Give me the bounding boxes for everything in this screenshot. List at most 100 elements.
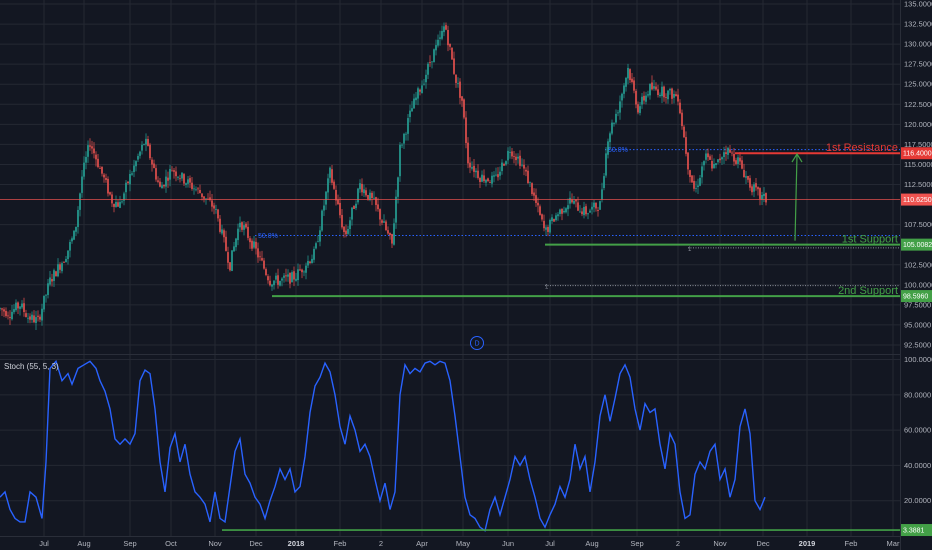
price-tick-label: 120.0000 xyxy=(904,120,932,129)
candle-body xyxy=(601,189,603,200)
candle-body xyxy=(125,182,127,193)
candle-body xyxy=(171,170,173,172)
candle-body xyxy=(161,185,163,189)
candle-body xyxy=(439,37,441,39)
candle-body xyxy=(719,158,721,161)
candle-body xyxy=(275,275,277,280)
stoch-indicator-label[interactable]: Stoch (55, 5, 3) xyxy=(4,362,59,371)
candle-body xyxy=(349,220,351,230)
candle-body xyxy=(547,227,549,232)
candle-body xyxy=(565,208,567,213)
candle-body xyxy=(165,176,167,187)
candle-body xyxy=(181,172,183,179)
candle-body xyxy=(647,94,649,96)
candle-body xyxy=(297,269,299,281)
candle-body xyxy=(47,283,49,295)
candle-body xyxy=(333,181,335,189)
candle-body xyxy=(693,180,695,189)
price-axis[interactable]: 135.0000 132.5000 130.0000 127.5000 125.0000… xyxy=(904,0,932,349)
candle-body xyxy=(391,233,393,244)
candle-body xyxy=(655,86,657,90)
candle-body xyxy=(561,208,563,214)
current-price-badge-bg xyxy=(901,193,932,206)
candle-body xyxy=(281,278,283,281)
price-tick-label: 127.5000 xyxy=(904,60,932,69)
candle-body xyxy=(205,198,207,200)
candle-body xyxy=(615,113,617,123)
candle-body xyxy=(761,195,763,200)
candle-body xyxy=(381,220,383,223)
candle-body xyxy=(617,112,619,114)
candle-body xyxy=(663,86,665,98)
candle-body xyxy=(569,197,571,204)
dividend-badge[interactable]: D xyxy=(470,336,484,350)
fib-label: 50.0% xyxy=(608,147,628,154)
candle-body xyxy=(463,99,465,118)
dotted-lines: 11 xyxy=(545,247,900,291)
candle-body xyxy=(735,160,737,164)
candle-body xyxy=(231,250,233,271)
price-tick-label: 122.5000 xyxy=(904,100,932,109)
candle-body xyxy=(427,63,429,75)
candle-body xyxy=(443,26,445,33)
candle-body xyxy=(583,206,585,216)
time-axis[interactable]: Jul Aug Sep Oct Nov Dec 2018 Feb 2 Apr May Jun Jul Au… xyxy=(39,539,900,548)
dividend-badge-letter[interactable]: D xyxy=(474,341,479,348)
stoch-line xyxy=(0,359,766,532)
candle-body xyxy=(469,162,471,168)
candle-body xyxy=(377,204,379,210)
candle-body xyxy=(691,175,693,183)
candle-body xyxy=(107,178,109,194)
candle-body xyxy=(369,192,371,200)
candle-body xyxy=(671,88,673,99)
candle-body xyxy=(85,156,87,163)
candle-body xyxy=(673,93,675,98)
candle-body xyxy=(681,112,683,127)
candle-body xyxy=(669,89,671,91)
candle-body xyxy=(179,178,181,180)
candle-body xyxy=(625,77,627,87)
candle-body xyxy=(121,201,123,203)
candle-body xyxy=(127,181,129,184)
candle-body xyxy=(215,209,217,210)
candle-body xyxy=(33,315,35,323)
level-name: 1st Resistance xyxy=(826,142,898,154)
candle-body xyxy=(473,165,475,172)
candle-body xyxy=(71,238,73,242)
candle-body xyxy=(461,96,463,101)
candle-body xyxy=(419,89,421,92)
candle-body xyxy=(15,302,17,311)
candle-body xyxy=(747,175,749,180)
candle-body xyxy=(399,144,401,177)
dividend-badge-circle[interactable] xyxy=(470,336,484,350)
candle-body xyxy=(751,186,753,193)
candle-body xyxy=(53,270,55,281)
candle-body xyxy=(49,277,51,285)
support-resistance-levels[interactable]: 1st Resistance 1st Support 2nd Support xyxy=(272,142,900,298)
candle-body xyxy=(401,144,403,146)
candle-body xyxy=(709,156,711,160)
candle-body xyxy=(455,74,457,83)
candle-body xyxy=(169,169,171,180)
candle-body xyxy=(587,213,589,215)
candle-body xyxy=(25,313,27,317)
candle-body xyxy=(591,206,593,210)
price-tick-label: 100.0000 xyxy=(904,280,932,289)
trend-arrow[interactable] xyxy=(791,152,803,241)
candle-body xyxy=(247,226,249,238)
stoch-axis[interactable]: 100.0000 80.0000 60.0000 40.0000 20.0000 xyxy=(904,355,932,505)
candle-body xyxy=(195,189,197,191)
candle-body xyxy=(739,157,741,162)
candle-body xyxy=(289,272,291,284)
price-tick-label: 132.5000 xyxy=(904,20,932,29)
time-tick-label: Apr xyxy=(416,539,428,548)
candle-body xyxy=(503,163,505,166)
candle-body xyxy=(185,183,187,185)
candle-body xyxy=(287,274,289,277)
stoch-tick-label: 40.0000 xyxy=(904,461,931,470)
candle-body xyxy=(305,265,307,273)
time-tick-label: Jul xyxy=(545,539,555,548)
candle-body xyxy=(207,198,209,200)
time-tick-label: Oct xyxy=(165,539,178,548)
